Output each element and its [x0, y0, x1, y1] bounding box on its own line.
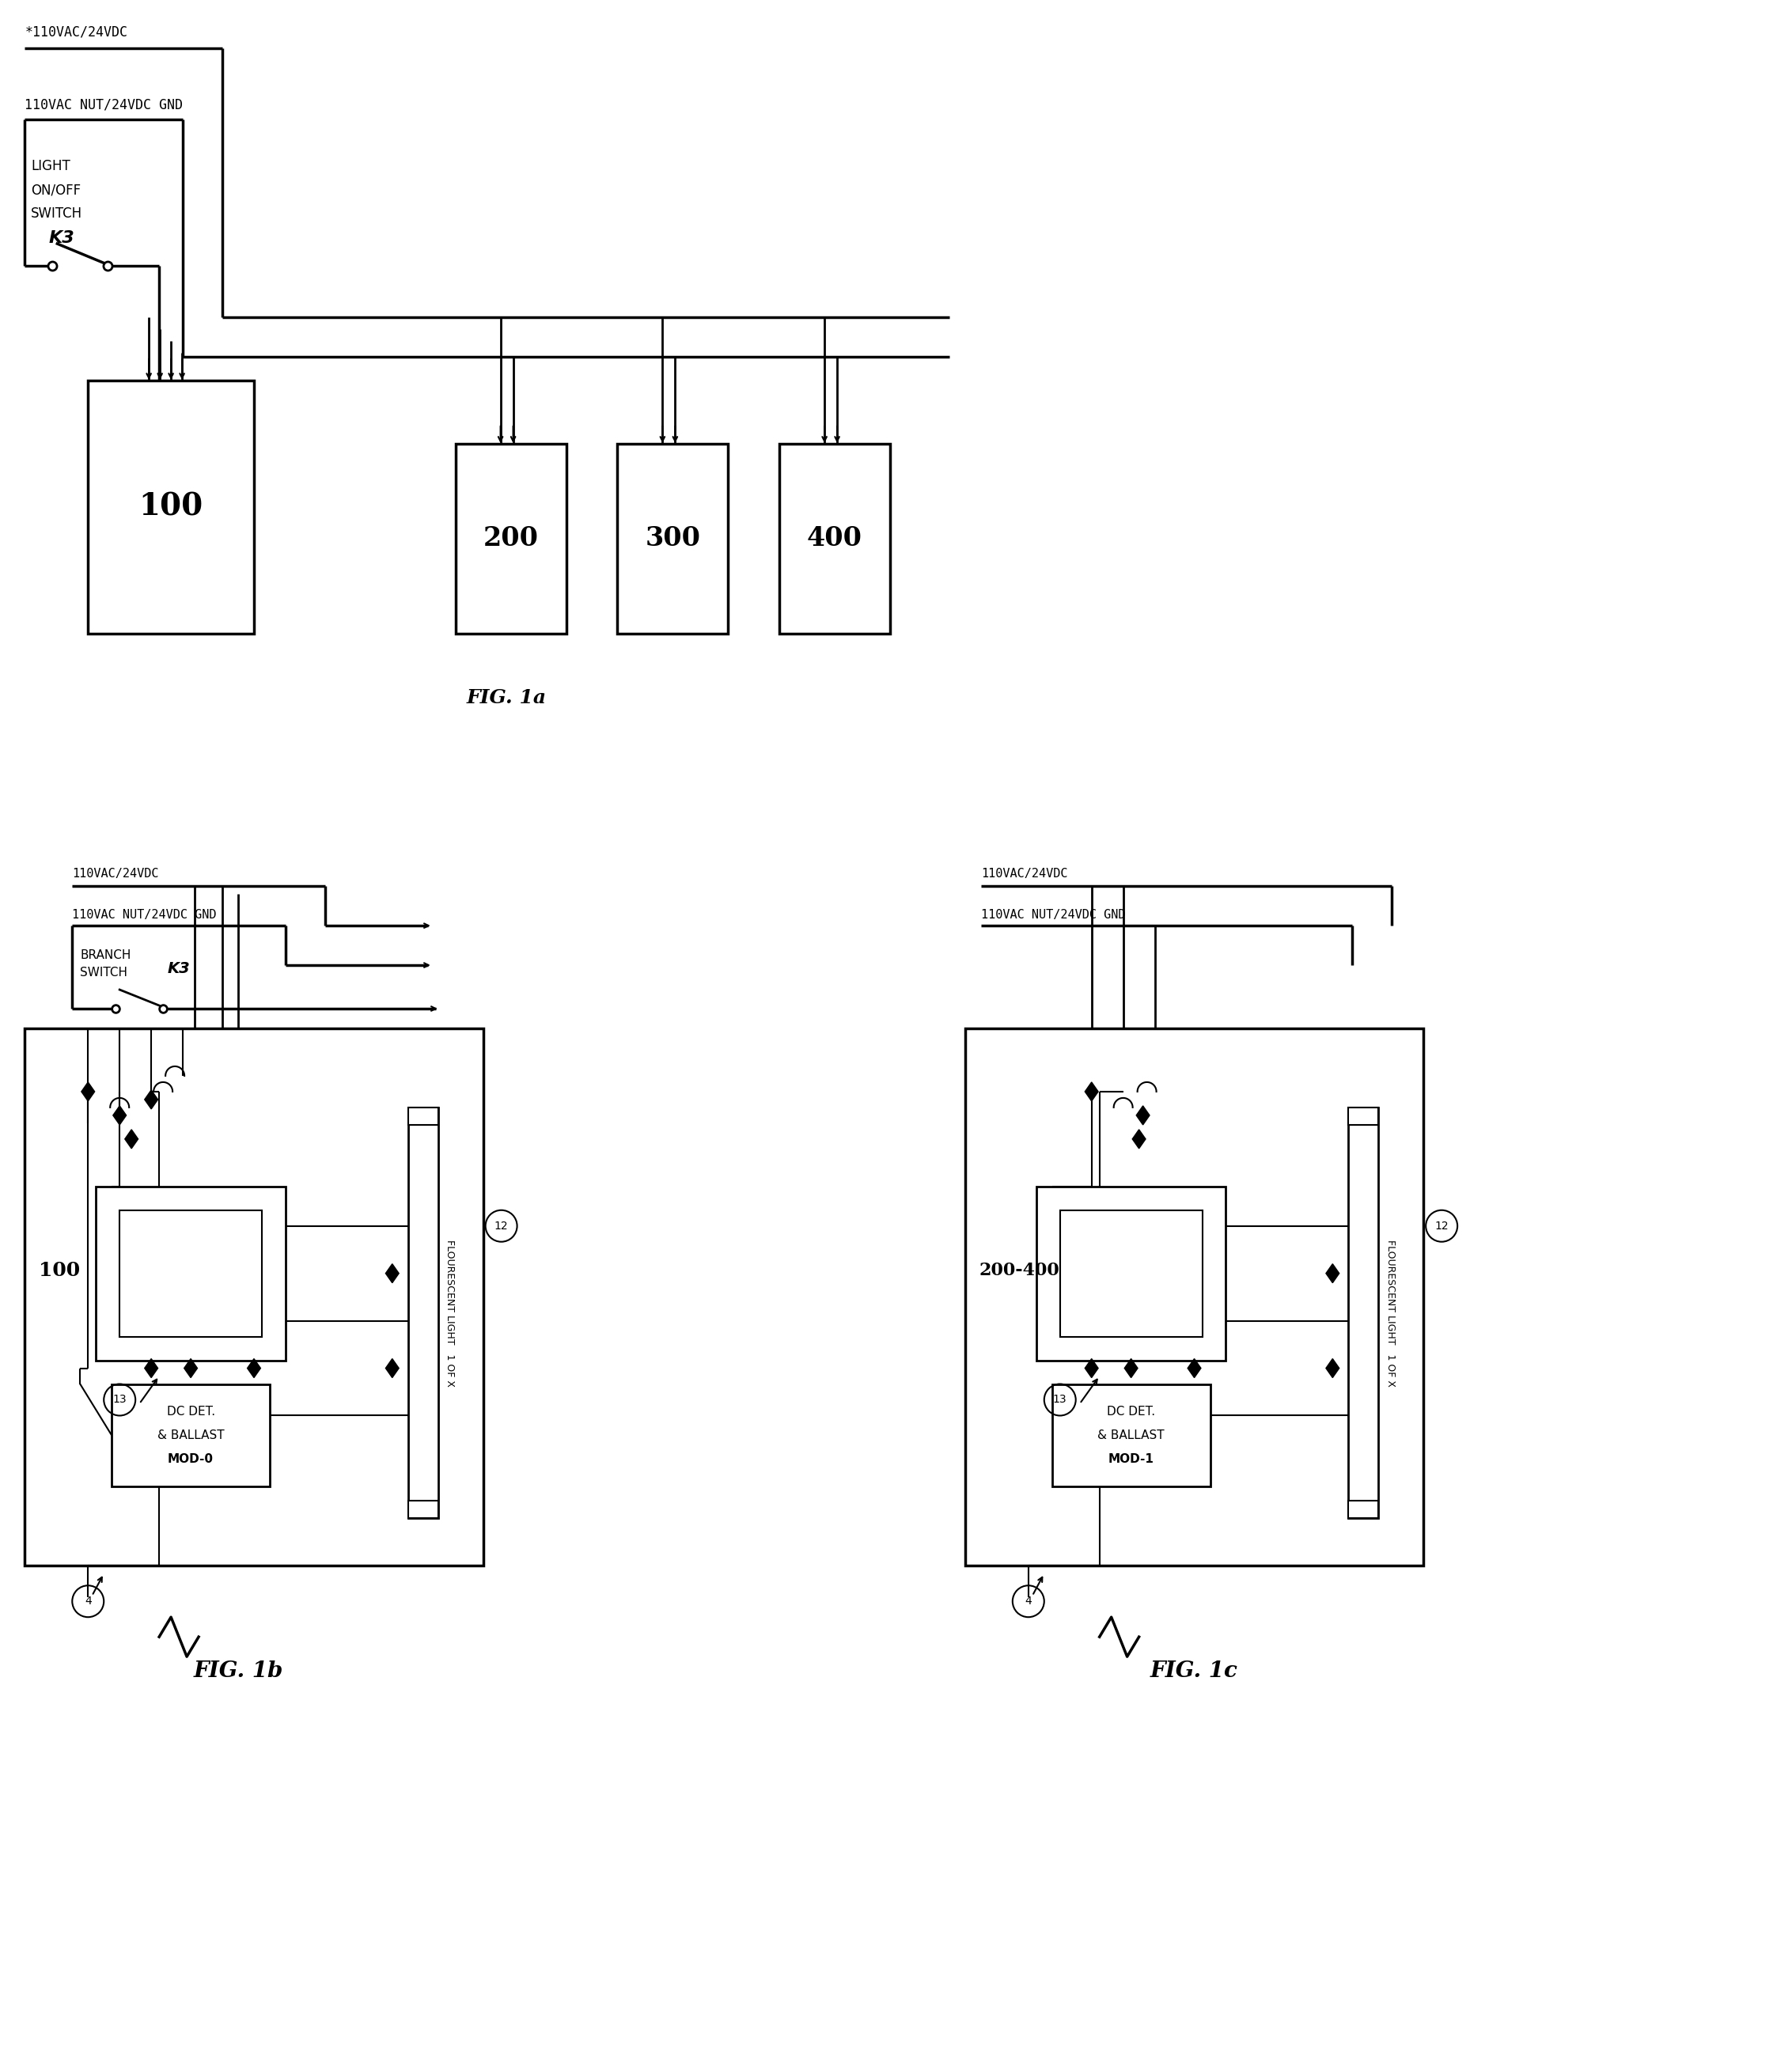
Bar [1036, 1186, 1226, 1361]
Polygon shape [1133, 1129, 1145, 1149]
Polygon shape [385, 1359, 400, 1378]
Bar [1348, 1108, 1378, 1125]
Text: FLOURESCENT LIGHT   1 OF X: FLOURESCENT LIGHT 1 OF X [444, 1240, 455, 1386]
Text: DC DET.: DC DET. [167, 1406, 215, 1417]
Bar [25, 1028, 484, 1567]
Bar [88, 380, 254, 633]
Bar [1052, 1384, 1210, 1486]
Bar [618, 444, 728, 633]
Polygon shape [125, 1129, 138, 1149]
Text: SWITCH: SWITCH [81, 966, 127, 979]
Text: 110VAC NUT/24VDC GND: 110VAC NUT/24VDC GND [25, 97, 183, 111]
Bar [111, 1384, 271, 1486]
Text: *110VAC/24VDC: *110VAC/24VDC [25, 25, 127, 39]
Text: 100: 100 [39, 1260, 81, 1279]
Text: & BALLAST: & BALLAST [158, 1429, 224, 1441]
Text: 110VAC NUT/24VDC GND: 110VAC NUT/24VDC GND [72, 909, 217, 921]
Text: 12: 12 [1435, 1221, 1448, 1232]
Text: 200: 200 [484, 526, 538, 551]
Bar [120, 1211, 262, 1336]
Polygon shape [1084, 1081, 1098, 1102]
Text: FIG. 1b: FIG. 1b [194, 1661, 283, 1682]
Bar [409, 1501, 437, 1517]
Polygon shape [1326, 1359, 1339, 1378]
Text: 4: 4 [84, 1595, 91, 1608]
Text: 13: 13 [1054, 1394, 1066, 1406]
Bar [1059, 1211, 1202, 1336]
Polygon shape [1084, 1359, 1098, 1378]
Text: FIG. 1a: FIG. 1a [468, 689, 547, 707]
Text: 110VAC NUT/24VDC GND: 110VAC NUT/24VDC GND [980, 909, 1125, 921]
Polygon shape [247, 1359, 260, 1378]
Text: & BALLAST: & BALLAST [1098, 1429, 1165, 1441]
Text: 200-400: 200-400 [980, 1262, 1059, 1279]
Text: SWITCH: SWITCH [30, 206, 82, 220]
Text: DC DET.: DC DET. [1107, 1406, 1156, 1417]
Polygon shape [113, 1106, 125, 1125]
Text: 300: 300 [645, 526, 701, 551]
Polygon shape [1124, 1359, 1138, 1378]
Text: K3: K3 [48, 230, 75, 247]
Polygon shape [145, 1090, 158, 1108]
Text: 13: 13 [113, 1394, 127, 1406]
Polygon shape [385, 1264, 400, 1283]
Bar [97, 1186, 285, 1361]
Text: 400: 400 [806, 526, 862, 551]
Text: 4: 4 [1025, 1595, 1032, 1608]
Text: 12: 12 [495, 1221, 509, 1232]
Text: 110VAC/24VDC: 110VAC/24VDC [980, 868, 1068, 880]
Bar [409, 1108, 437, 1125]
Polygon shape [185, 1359, 197, 1378]
Bar [455, 444, 566, 633]
Text: K3: K3 [167, 962, 190, 977]
Bar [966, 1028, 1423, 1567]
Text: ON/OFF: ON/OFF [30, 183, 81, 197]
Text: MOD-1: MOD-1 [1107, 1454, 1154, 1466]
Text: LIGHT: LIGHT [30, 158, 70, 173]
Text: 100: 100 [138, 491, 202, 522]
Polygon shape [145, 1359, 158, 1378]
Text: BRANCH: BRANCH [81, 950, 131, 962]
Bar [1348, 1501, 1378, 1517]
Polygon shape [1136, 1106, 1150, 1125]
Polygon shape [1326, 1264, 1339, 1283]
Bar [1348, 1108, 1378, 1517]
Polygon shape [81, 1081, 95, 1102]
Bar [409, 1108, 437, 1517]
Text: MOD-0: MOD-0 [168, 1454, 213, 1466]
Text: FIG. 1c: FIG. 1c [1150, 1661, 1238, 1682]
Text: 110VAC/24VDC: 110VAC/24VDC [72, 868, 159, 880]
Text: FLOURESCENT LIGHT   1 OF X: FLOURESCENT LIGHT 1 OF X [1385, 1240, 1396, 1386]
Polygon shape [1188, 1359, 1201, 1378]
Bar [780, 444, 891, 633]
